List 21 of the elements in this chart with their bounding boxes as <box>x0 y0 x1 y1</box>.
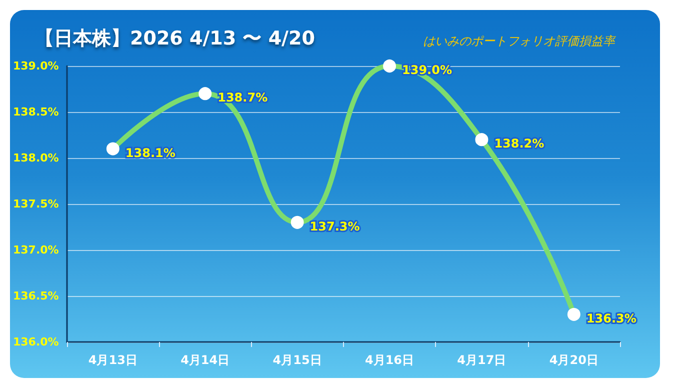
data-label: 136.3% <box>586 311 636 326</box>
y-tick-label: 139.0% <box>12 60 59 72</box>
x-tick-label: 4月17日 <box>457 353 506 367</box>
y-tick-label: 138.0% <box>12 152 59 164</box>
data-label: 138.7% <box>218 90 268 105</box>
y-tick-label: 136.5% <box>12 290 59 302</box>
data-label: 138.2% <box>494 136 544 151</box>
chart-subtitle: はいみのポートフォリオ評価損益率 <box>423 34 617 48</box>
data-label: 137.3% <box>310 219 360 234</box>
y-tick-label: 137.0% <box>12 244 59 256</box>
x-tick-label: 4月16日 <box>364 353 414 367</box>
data-label: 138.1% <box>125 146 176 160</box>
y-tick-label: 138.5% <box>12 106 59 118</box>
data-label: 139.0% <box>402 63 452 77</box>
x-tick-label: 4月14日 <box>180 353 230 367</box>
x-tick-label: 4月13日 <box>88 353 138 367</box>
x-tick-label: 4月15日 <box>272 353 322 367</box>
y-tick-label: 136.0% <box>12 336 59 348</box>
y-tick-label: 137.5% <box>12 198 59 210</box>
chart-title: 【日本株】2026 4/13 〜 4/20 <box>35 28 315 50</box>
x-tick-label: 4月20日 <box>549 353 598 367</box>
